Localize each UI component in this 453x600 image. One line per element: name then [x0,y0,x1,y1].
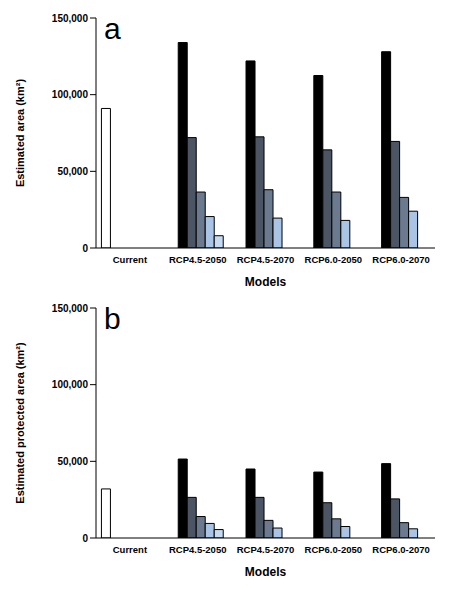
svg-text:0: 0 [82,243,88,254]
svg-text:RCP4.5-2070: RCP4.5-2070 [237,544,295,555]
svg-text:50,000: 50,000 [57,166,88,177]
svg-text:Estimated protected area (km²): Estimated protected area (km²) [14,342,26,504]
svg-text:Current: Current [113,544,148,555]
svg-text:Models: Models [245,275,287,289]
svg-text:0: 0 [82,533,88,544]
svg-text:RCP6.0-2050: RCP6.0-2050 [305,254,363,265]
svg-text:Models: Models [245,565,287,579]
svg-text:Estimated area (km²): Estimated area (km²) [14,79,26,188]
svg-text:50,000: 50,000 [57,456,88,467]
svg-text:RCP4.5-2050: RCP4.5-2050 [169,254,227,265]
svg-text:RCP4.5-2050: RCP4.5-2050 [169,544,227,555]
svg-text:RCP6.0-2070: RCP6.0-2070 [372,254,430,265]
svg-text:RCP6.0-2070: RCP6.0-2070 [372,544,430,555]
svg-text:100,000: 100,000 [52,89,89,100]
svg-text:RCP4.5-2070: RCP4.5-2070 [237,254,295,265]
html-text:b: b [104,302,121,335]
svg-text:150,000: 150,000 [52,303,89,314]
svg-text:Current: Current [113,254,148,265]
svg-text:100,000: 100,000 [52,379,89,390]
svg-text:150,000: 150,000 [52,13,89,24]
svg-text:RCP6.0-2050: RCP6.0-2050 [305,544,363,555]
html-text:a: a [104,12,121,45]
